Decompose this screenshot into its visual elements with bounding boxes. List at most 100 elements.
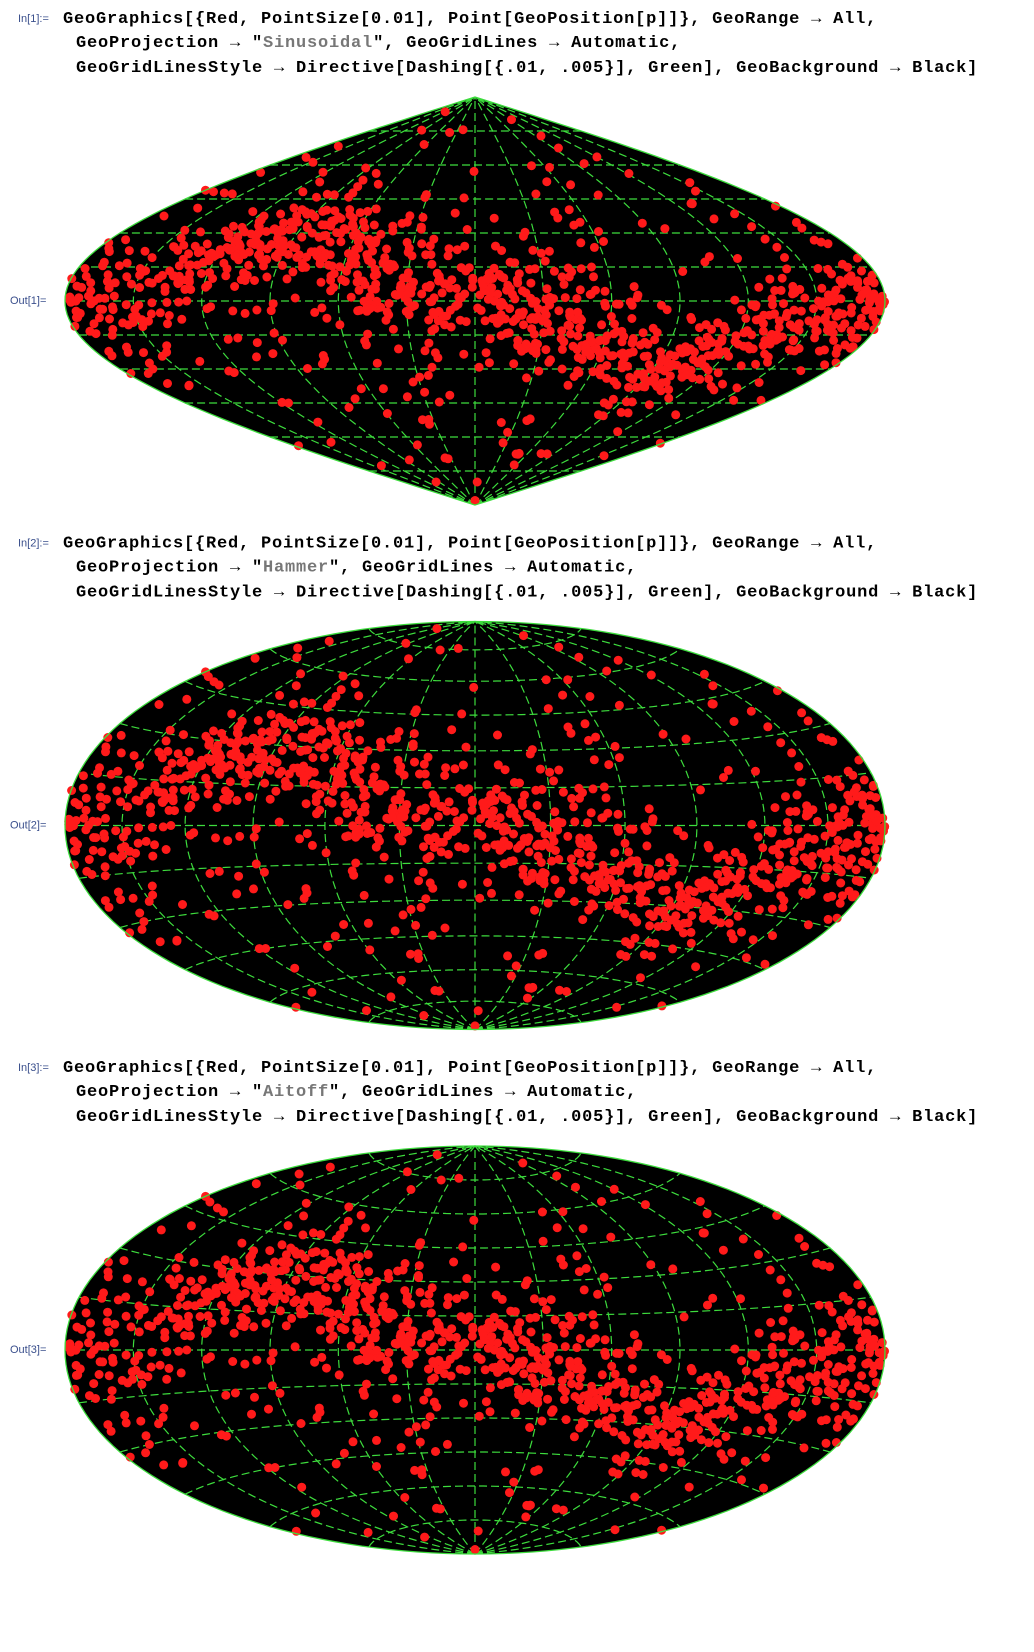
point <box>138 322 148 332</box>
point <box>509 359 519 369</box>
point <box>418 415 427 425</box>
point <box>128 318 138 327</box>
point <box>272 252 282 262</box>
point <box>198 257 208 267</box>
point <box>628 347 638 357</box>
point <box>444 849 453 859</box>
cell: In[2]:= GeoGraphics[{Red, PointSize[0.01]… <box>10 535 977 1031</box>
map <box>64 1145 889 1555</box>
meridian <box>337 1145 476 1555</box>
point <box>566 863 576 872</box>
point <box>467 805 477 815</box>
point <box>623 1412 632 1422</box>
point <box>560 1342 570 1352</box>
point <box>203 789 213 799</box>
point <box>854 1381 863 1391</box>
point <box>459 1290 469 1300</box>
point <box>803 810 813 820</box>
point <box>433 1325 443 1335</box>
point <box>781 312 791 322</box>
point <box>776 1332 786 1342</box>
point <box>659 921 669 931</box>
point <box>500 765 510 775</box>
point <box>396 1329 406 1339</box>
point <box>400 806 410 816</box>
point <box>675 1407 685 1417</box>
code-text: ", GeoGridLines → Automatic, <box>329 559 637 578</box>
point <box>290 1342 300 1352</box>
point <box>777 273 787 283</box>
point <box>775 1370 785 1380</box>
point <box>226 749 236 759</box>
point <box>691 186 700 196</box>
point <box>571 1182 580 1192</box>
point <box>190 1421 199 1431</box>
point <box>860 321 870 331</box>
point <box>562 987 571 996</box>
point <box>748 935 758 945</box>
point <box>315 177 325 187</box>
point <box>689 347 699 357</box>
point <box>143 1320 153 1330</box>
point <box>381 1365 391 1375</box>
point <box>696 785 705 795</box>
point <box>84 855 94 864</box>
point <box>143 1372 153 1382</box>
meridian <box>474 96 749 506</box>
point <box>154 748 164 757</box>
point <box>433 811 443 821</box>
point <box>155 308 165 318</box>
point <box>832 1422 842 1432</box>
point <box>669 858 679 868</box>
point <box>328 1331 338 1341</box>
point <box>560 293 570 303</box>
point <box>780 839 790 849</box>
point <box>178 1458 188 1468</box>
point <box>597 1370 607 1380</box>
point <box>116 748 126 758</box>
point <box>363 329 373 339</box>
point <box>779 1348 788 1358</box>
point <box>764 310 774 320</box>
point <box>153 787 163 797</box>
point <box>540 256 550 266</box>
point <box>144 1440 154 1449</box>
point <box>721 1432 731 1442</box>
point <box>631 1468 641 1478</box>
point <box>639 352 649 361</box>
point <box>775 1394 785 1404</box>
point <box>730 209 740 219</box>
point <box>320 354 330 364</box>
meridian <box>474 1145 681 1555</box>
point <box>321 848 331 858</box>
point <box>261 1318 271 1328</box>
point <box>163 319 172 329</box>
point <box>704 374 714 384</box>
point <box>174 1346 184 1356</box>
point <box>794 344 804 353</box>
point <box>566 854 576 864</box>
point <box>521 1512 531 1522</box>
point <box>261 1281 271 1291</box>
point <box>704 843 714 853</box>
point <box>606 1232 616 1242</box>
point <box>220 1315 230 1325</box>
point <box>512 275 522 285</box>
point <box>110 1319 120 1329</box>
point <box>846 1363 856 1372</box>
point <box>447 1324 457 1334</box>
point <box>713 853 722 863</box>
point <box>421 190 431 200</box>
point <box>415 769 424 779</box>
point <box>632 917 642 927</box>
point <box>469 166 479 176</box>
point <box>154 700 164 709</box>
point <box>502 1378 512 1387</box>
point <box>863 1315 872 1325</box>
point <box>376 461 386 471</box>
point <box>713 869 723 879</box>
point <box>721 865 731 875</box>
point <box>139 917 149 927</box>
point <box>378 384 388 394</box>
point <box>600 1335 610 1345</box>
